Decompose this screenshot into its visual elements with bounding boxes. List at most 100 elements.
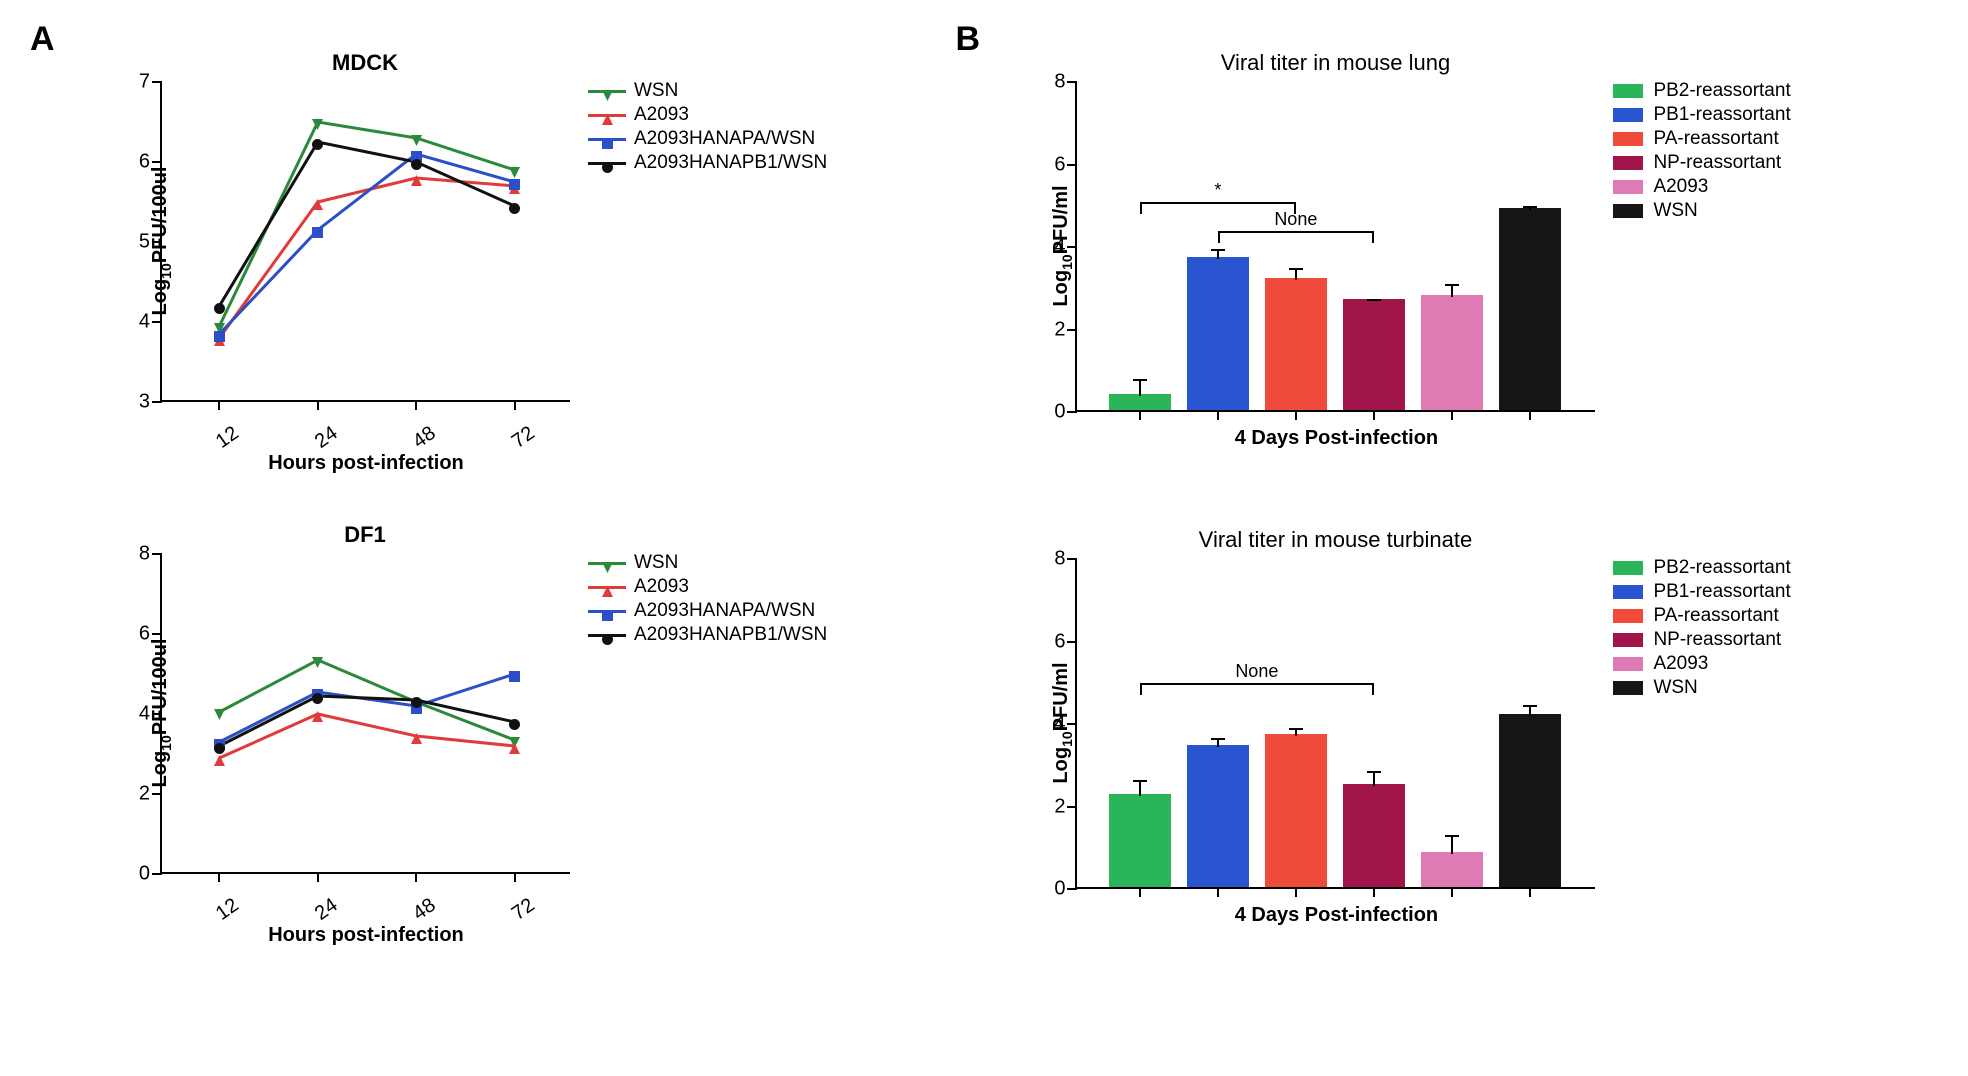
legend-label: WSN <box>1653 200 1697 222</box>
chart-mdck: MDCK 3456712244872Log10PFU/100ulHours po… <box>160 50 570 402</box>
significance-bracket <box>1218 231 1374 233</box>
legend-item: A2093HANAPB1/WSN <box>588 152 827 174</box>
xtick-label: 48 <box>409 894 440 926</box>
panel-b-label: B <box>955 20 980 59</box>
bar <box>1499 208 1561 410</box>
legend-label: PB1-reassortant <box>1653 104 1790 126</box>
ytick-label: 2 <box>1037 795 1065 818</box>
ytick-label: 4 <box>122 703 150 726</box>
significance-text: * <box>1214 180 1221 201</box>
legend-label: PA-reassortant <box>1653 605 1778 627</box>
data-marker <box>312 117 323 135</box>
ytick-label: 7 <box>122 71 150 94</box>
panel-b: B Viral titer in mouse lung 02468Log10PF… <box>945 20 1948 1056</box>
chart-turbinate: Viral titer in mouse turbinate 02468Log1… <box>1075 527 1595 889</box>
data-marker <box>214 707 225 725</box>
xtick-label: 24 <box>311 894 342 926</box>
legend-label: A2093HANAPB1/WSN <box>634 152 827 174</box>
ytick-label: 6 <box>1037 153 1065 176</box>
xtick-label: 72 <box>507 894 538 926</box>
ytick-label: 2 <box>122 783 150 806</box>
data-marker <box>411 157 422 175</box>
bar <box>1187 745 1249 887</box>
legend-item: A2093 <box>588 104 827 126</box>
xaxis-title: 4 Days Post-infection <box>1235 904 1438 927</box>
ytick-label: 6 <box>122 151 150 174</box>
chart-lung: Viral titer in mouse lung 02468Log10PFU/… <box>1075 50 1595 412</box>
ytick-label: 0 <box>1037 878 1065 901</box>
xtick-label: 72 <box>507 422 538 454</box>
legend-item: PA-reassortant <box>1613 128 1790 150</box>
bar <box>1421 852 1483 887</box>
yaxis-title: Log10PFU/ml <box>1051 185 1076 306</box>
data-marker <box>509 717 520 735</box>
legend-item: PB2-reassortant <box>1613 80 1790 102</box>
data-marker <box>312 197 323 215</box>
significance-text: None <box>1274 209 1317 230</box>
bar <box>1187 257 1249 410</box>
legend-label: PB2-reassortant <box>1653 557 1790 579</box>
xaxis-title: 4 Days Post-infection <box>1235 427 1438 450</box>
data-marker <box>509 741 520 759</box>
legend-item: A2093HANAPB1/WSN <box>588 624 827 646</box>
ytick-label: 6 <box>1037 630 1065 653</box>
legend-label: A2093 <box>1653 176 1708 198</box>
bar <box>1109 794 1171 887</box>
legend-item: PB1-reassortant <box>1613 104 1790 126</box>
legend-label: A2093HANAPA/WSN <box>634 128 815 150</box>
chart-df1-block: DF1 0246812244872Log10PFU/100ulHours pos… <box>160 522 945 874</box>
significance-text: None <box>1235 661 1278 682</box>
legend-item: A2093HANAPA/WSN <box>588 128 827 150</box>
xtick-label: 12 <box>212 894 243 926</box>
legend-label: NP-reassortant <box>1653 152 1781 174</box>
chart-mdck-block: MDCK 3456712244872Log10PFU/100ulHours po… <box>160 50 945 402</box>
data-marker <box>312 137 323 155</box>
bar <box>1421 295 1483 411</box>
plot-lung: 02468Log10PFU/ml4 Days Post-infection*No… <box>1075 82 1595 412</box>
bar <box>1265 278 1327 410</box>
chart-turbinate-block: Viral titer in mouse turbinate 02468Log1… <box>1075 527 1948 889</box>
chart-lung-block: Viral titer in mouse lung 02468Log10PFU/… <box>1075 50 1948 412</box>
legend-item: WSN <box>588 552 827 574</box>
significance-bracket <box>1140 683 1374 685</box>
ytick-label: 2 <box>1037 318 1065 341</box>
legend-item: PB2-reassortant <box>1613 557 1790 579</box>
legend-item: PA-reassortant <box>1613 605 1790 627</box>
chart-lung-title: Viral titer in mouse lung <box>1075 50 1595 76</box>
legend-label: PB2-reassortant <box>1653 80 1790 102</box>
xaxis-title: Hours post-infection <box>268 452 464 475</box>
ytick-label: 5 <box>122 231 150 254</box>
legend-label: A2093 <box>1653 653 1708 675</box>
data-marker <box>312 709 323 727</box>
legend-label: PA-reassortant <box>1653 128 1778 150</box>
legend-item: WSN <box>1613 677 1790 699</box>
data-marker <box>214 301 225 319</box>
legend-label: A2093HANAPA/WSN <box>634 600 815 622</box>
legend-item: NP-reassortant <box>1613 629 1790 651</box>
bar <box>1499 714 1561 887</box>
ytick-label: 0 <box>122 863 150 886</box>
chart-mdck-title: MDCK <box>160 50 570 76</box>
data-marker <box>312 225 323 243</box>
panel-a-label: A <box>30 20 55 59</box>
data-marker <box>509 201 520 219</box>
xaxis-title: Hours post-infection <box>268 924 464 947</box>
legend-lung: PB2-reassortantPB1-reassortantPA-reassor… <box>1613 80 1790 224</box>
ytick-label: 0 <box>1037 401 1065 424</box>
xtick-label: 24 <box>311 422 342 454</box>
ytick-label: 8 <box>122 543 150 566</box>
data-marker <box>411 731 422 749</box>
plot-turbinate: 02468Log10PFU/ml4 Days Post-infectionNon… <box>1075 559 1595 889</box>
legend-item: A2093HANAPA/WSN <box>588 600 827 622</box>
figure-root: A MDCK 3456712244872Log10PFU/100ulHours … <box>20 20 1948 1056</box>
data-marker <box>312 655 323 673</box>
legend-label: WSN <box>634 80 678 102</box>
legend-df1: WSNA2093A2093HANAPA/WSNA2093HANAPB1/WSN <box>588 552 827 648</box>
data-marker <box>411 695 422 713</box>
xtick-label: 12 <box>212 422 243 454</box>
ytick-label: 8 <box>1037 71 1065 94</box>
data-marker <box>312 691 323 709</box>
panel-a: A MDCK 3456712244872Log10PFU/100ulHours … <box>20 20 945 1056</box>
bar <box>1109 394 1171 411</box>
ytick-label: 8 <box>1037 548 1065 571</box>
